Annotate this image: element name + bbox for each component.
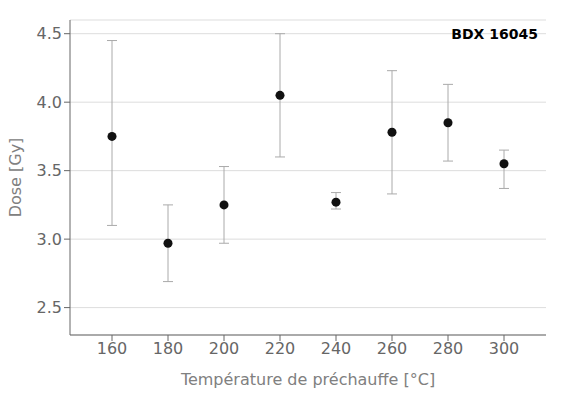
svg-text:4.0: 4.0 <box>37 93 62 112</box>
html-text:BDX 16045: BDX 16045 <box>451 26 538 42</box>
svg-text:3.5: 3.5 <box>37 161 62 180</box>
svg-text:Température de préchauffe [°C]: Température de préchauffe [°C] <box>180 370 435 389</box>
svg-text:220: 220 <box>265 339 296 358</box>
svg-text:3.0: 3.0 <box>37 230 62 249</box>
svg-text:2.5: 2.5 <box>37 298 62 317</box>
svg-text:4.5: 4.5 <box>37 24 62 43</box>
svg-text:160: 160 <box>97 339 128 358</box>
svg-text:260: 260 <box>377 339 408 358</box>
svg-text:280: 280 <box>433 339 464 358</box>
svg-text:200: 200 <box>209 339 240 358</box>
svg-text:240: 240 <box>321 339 352 358</box>
svg-text:180: 180 <box>153 339 184 358</box>
svg-text:Dose [Gy]: Dose [Gy] <box>6 138 25 218</box>
svg-text:300: 300 <box>489 339 520 358</box>
